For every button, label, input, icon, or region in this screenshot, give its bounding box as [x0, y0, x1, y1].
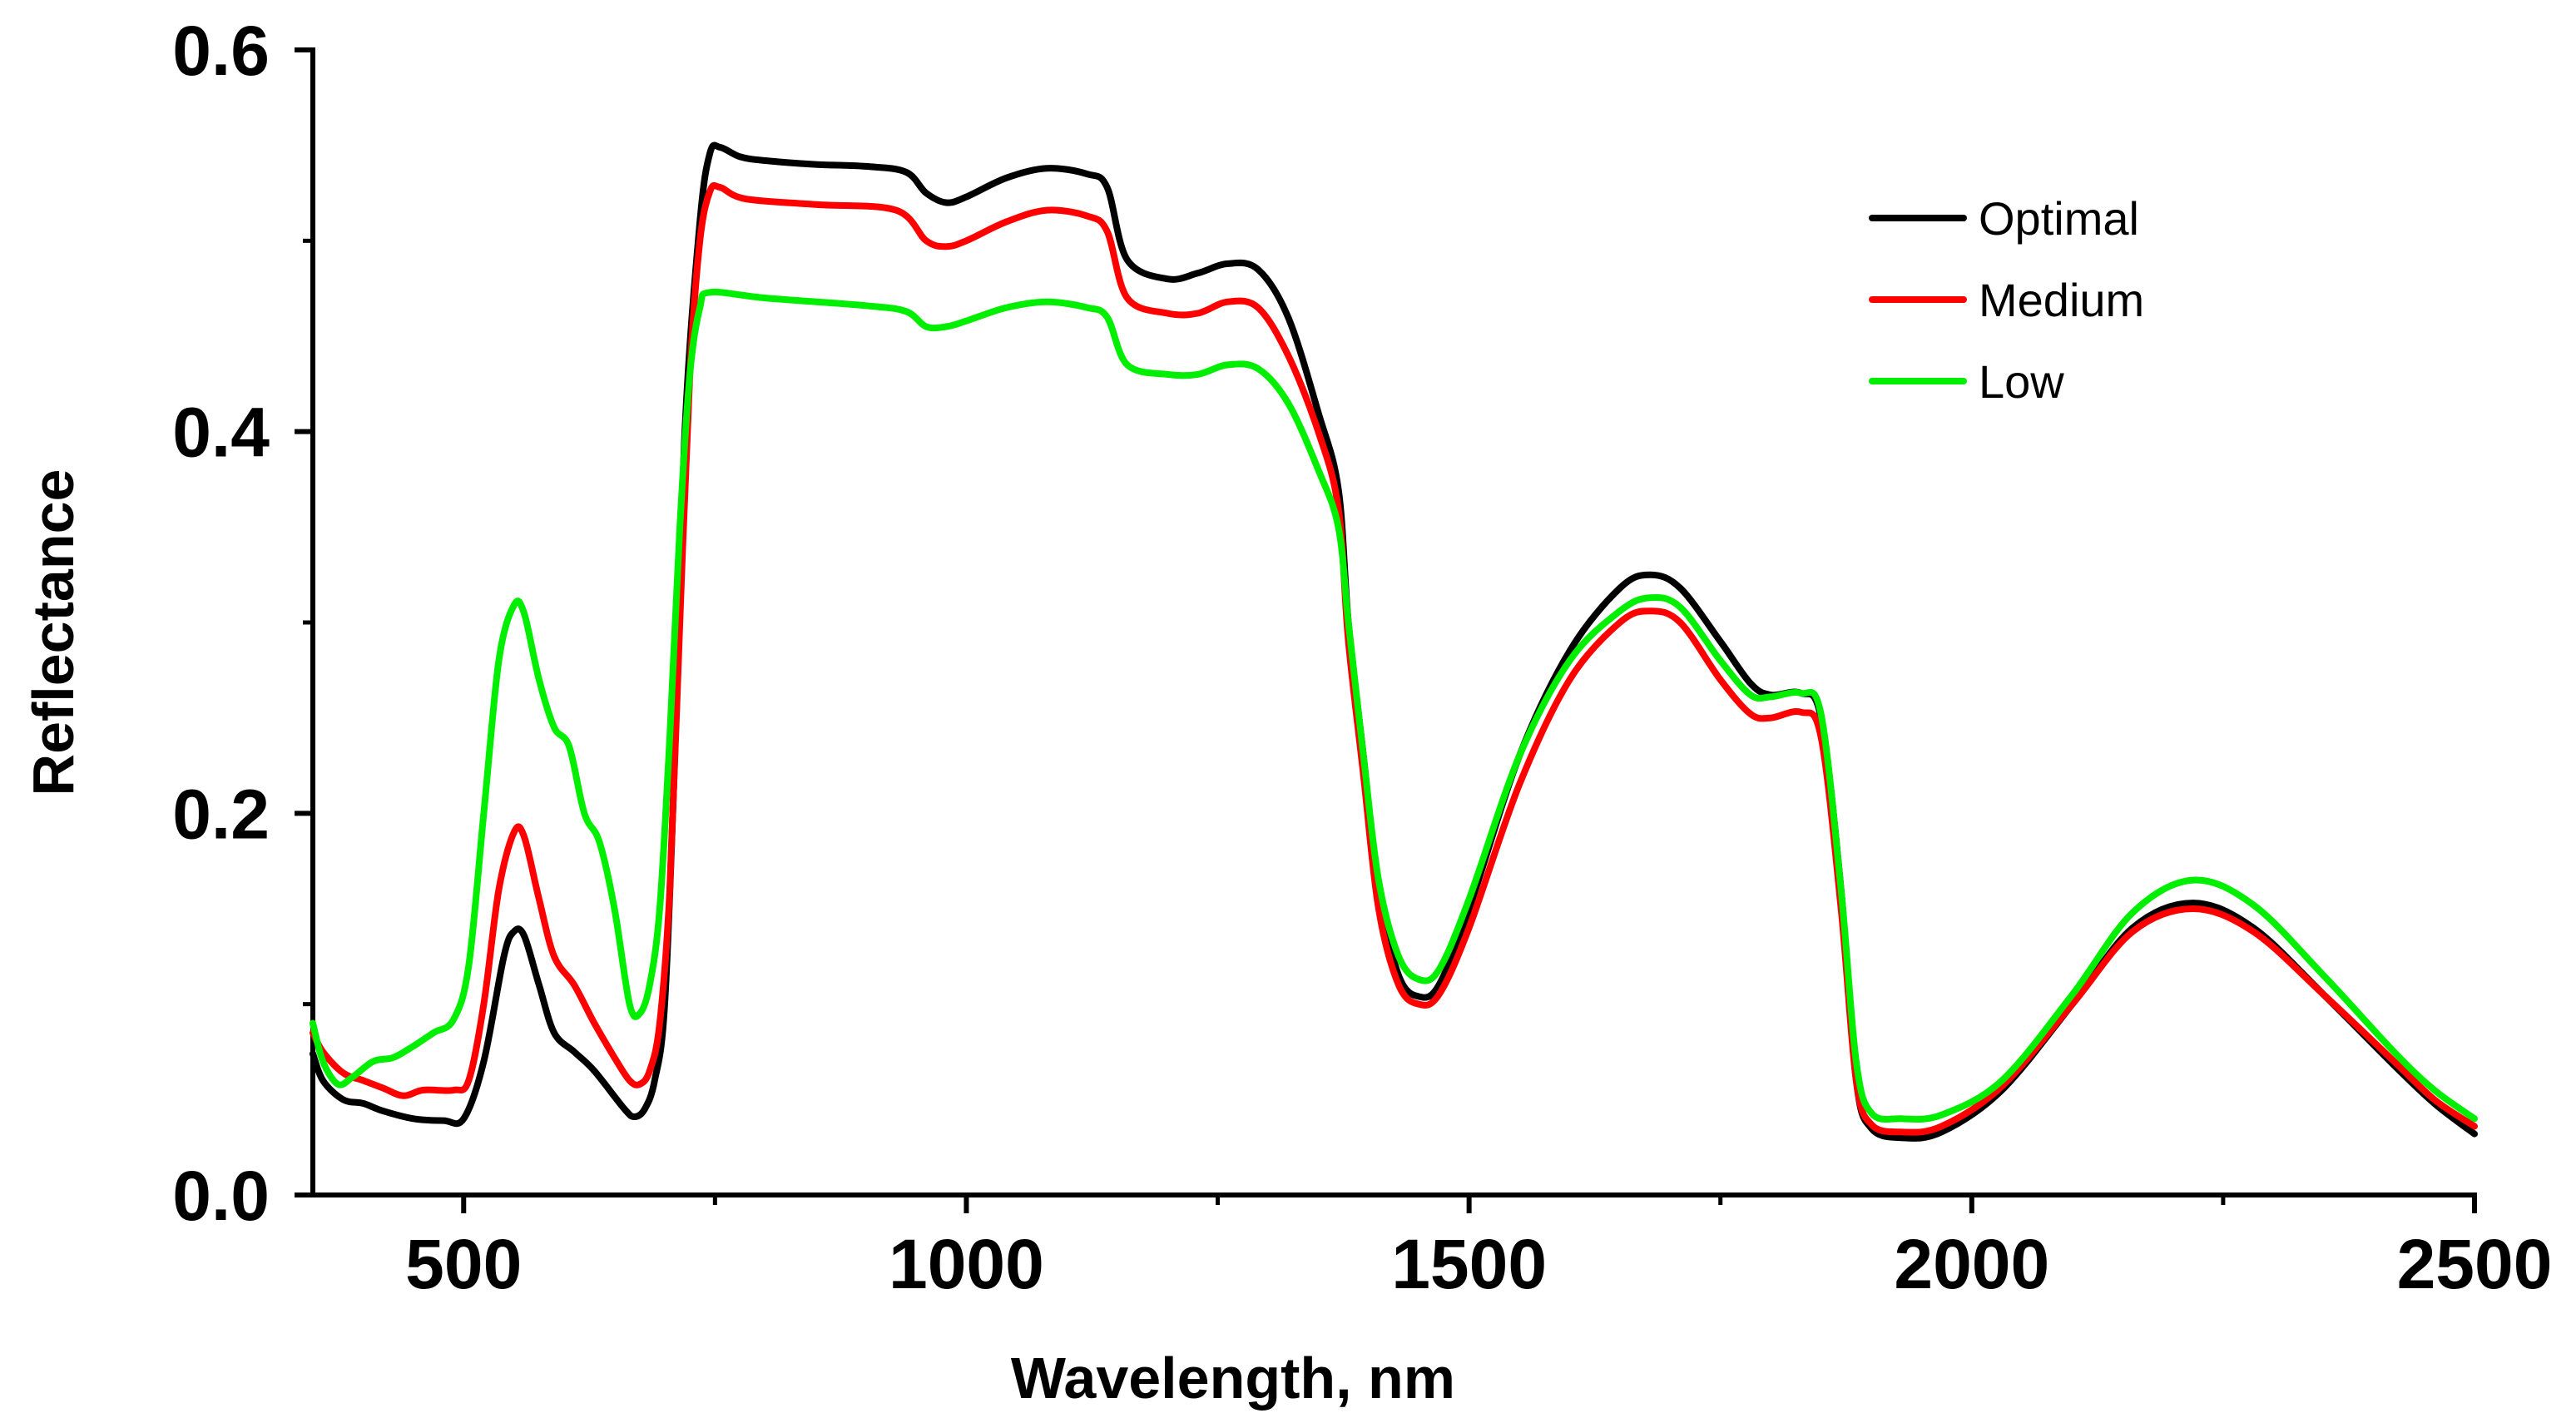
y-axis-title: Reflectance	[21, 469, 86, 796]
series-lines	[310, 141, 2478, 1142]
series-line-medium	[310, 181, 2478, 1136]
y-tick-label: 0.6	[172, 12, 270, 90]
x-tick-label: 2000	[1894, 1225, 2049, 1303]
ticks: 500 1000 1500 2000 2500 0.0 0.2 0.4 0.6	[172, 12, 2552, 1303]
series-line-optimal	[310, 141, 2478, 1142]
x-tick-label: 2500	[2397, 1225, 2553, 1303]
axes	[310, 47, 2477, 1197]
y-tick-label: 0.0	[172, 1157, 270, 1235]
x-axis-title: Wavelength, nm	[1011, 1346, 1455, 1411]
legend-label-low: Low	[1979, 355, 2064, 408]
series-line-low	[310, 288, 2478, 1123]
y-tick-label: 0.4	[172, 394, 270, 472]
x-tick-label: 500	[405, 1225, 522, 1303]
legend: Optimal Medium Low	[1869, 192, 2144, 408]
y-tick-label: 0.2	[172, 775, 270, 853]
x-tick-label: 1500	[1391, 1225, 1547, 1303]
x-tick-label: 1000	[889, 1225, 1044, 1303]
legend-label-optimal: Optimal	[1979, 192, 2139, 245]
legend-label-medium: Medium	[1979, 274, 2144, 326]
